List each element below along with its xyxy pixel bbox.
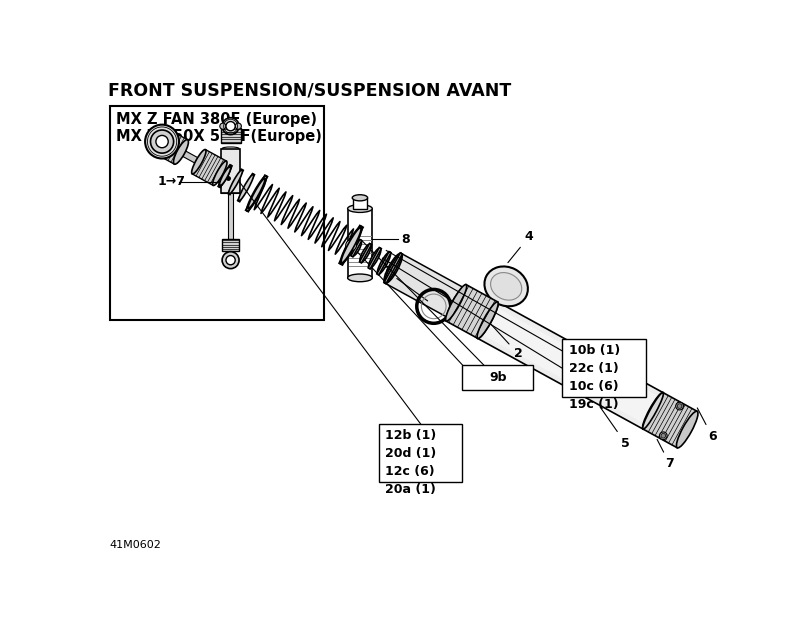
Ellipse shape (238, 174, 254, 201)
Text: 4: 4 (508, 230, 534, 263)
Bar (228, 193, 233, 239)
Bar (221, 127, 241, 143)
Polygon shape (385, 254, 464, 318)
Polygon shape (480, 306, 661, 425)
Ellipse shape (385, 253, 402, 283)
Text: 3: 3 (383, 265, 428, 301)
Ellipse shape (192, 149, 206, 174)
Ellipse shape (384, 253, 402, 283)
Text: 5: 5 (600, 407, 630, 450)
Polygon shape (176, 148, 232, 181)
Ellipse shape (477, 302, 498, 338)
Polygon shape (340, 227, 362, 264)
Text: 41M0602: 41M0602 (110, 539, 162, 550)
Ellipse shape (219, 166, 230, 186)
Circle shape (220, 123, 226, 129)
Circle shape (235, 123, 242, 129)
Circle shape (222, 117, 239, 134)
Circle shape (661, 433, 666, 438)
Polygon shape (643, 392, 697, 448)
Text: 9b: 9b (489, 371, 506, 384)
Bar (462, 365, 534, 389)
Ellipse shape (229, 170, 242, 194)
Ellipse shape (174, 139, 189, 165)
Ellipse shape (677, 411, 698, 448)
Bar (353, 198, 367, 208)
Ellipse shape (447, 288, 465, 318)
Polygon shape (446, 284, 498, 338)
Polygon shape (478, 302, 663, 429)
Ellipse shape (246, 176, 266, 211)
Circle shape (226, 122, 235, 131)
Polygon shape (155, 129, 188, 164)
Ellipse shape (348, 274, 372, 282)
Ellipse shape (490, 273, 522, 300)
Bar (379, 424, 462, 482)
Ellipse shape (477, 302, 498, 338)
Circle shape (145, 124, 179, 158)
Circle shape (678, 404, 682, 408)
Ellipse shape (352, 195, 368, 201)
Circle shape (150, 130, 174, 153)
Bar (222, 148, 240, 193)
Ellipse shape (348, 205, 372, 212)
Bar (562, 340, 646, 398)
Polygon shape (246, 175, 267, 212)
Polygon shape (342, 232, 359, 258)
Ellipse shape (340, 226, 362, 264)
Text: 10b (1)
22c (1)
10c (6)
19c (1): 10b (1) 22c (1) 10c (6) 19c (1) (569, 344, 620, 411)
Polygon shape (368, 247, 382, 269)
Circle shape (659, 432, 667, 440)
Ellipse shape (341, 227, 361, 263)
Ellipse shape (351, 240, 362, 256)
Text: MX Z FAN 380F (Europe): MX Z FAN 380F (Europe) (116, 112, 317, 127)
Ellipse shape (446, 284, 466, 321)
Circle shape (676, 402, 683, 410)
Bar (110, 106, 324, 320)
Polygon shape (238, 173, 254, 202)
Text: 1→7: 1→7 (158, 175, 186, 188)
Text: 6: 6 (698, 408, 717, 443)
Polygon shape (219, 166, 231, 186)
Polygon shape (247, 178, 266, 209)
Circle shape (222, 252, 239, 269)
Text: MX Z 550X 550F(Europe): MX Z 550X 550F(Europe) (116, 129, 322, 144)
Polygon shape (228, 169, 243, 195)
Polygon shape (377, 252, 391, 275)
Ellipse shape (360, 244, 371, 263)
Polygon shape (384, 253, 402, 284)
Polygon shape (359, 244, 371, 263)
Polygon shape (339, 225, 363, 265)
Ellipse shape (213, 161, 227, 185)
Polygon shape (351, 239, 362, 257)
Polygon shape (192, 149, 226, 185)
Ellipse shape (642, 392, 664, 429)
Polygon shape (218, 165, 232, 188)
Ellipse shape (219, 165, 231, 187)
Ellipse shape (248, 178, 265, 208)
Text: FRONT SUSPENSION/SUSPENSION AVANT: FRONT SUSPENSION/SUSPENSION AVANT (108, 82, 511, 99)
Circle shape (156, 136, 168, 148)
Text: 7: 7 (657, 440, 674, 470)
Ellipse shape (369, 248, 381, 268)
Circle shape (226, 256, 235, 265)
Circle shape (346, 240, 357, 251)
Polygon shape (348, 208, 372, 278)
Ellipse shape (642, 392, 663, 429)
Text: 8: 8 (401, 233, 410, 246)
Ellipse shape (485, 266, 528, 306)
Text: 2: 2 (478, 310, 522, 360)
Bar (222, 239, 239, 251)
Text: 12b (1)
20d (1)
12c (6)
20a (1): 12b (1) 20d (1) 12c (6) 20a (1) (386, 429, 437, 495)
Ellipse shape (378, 252, 390, 274)
